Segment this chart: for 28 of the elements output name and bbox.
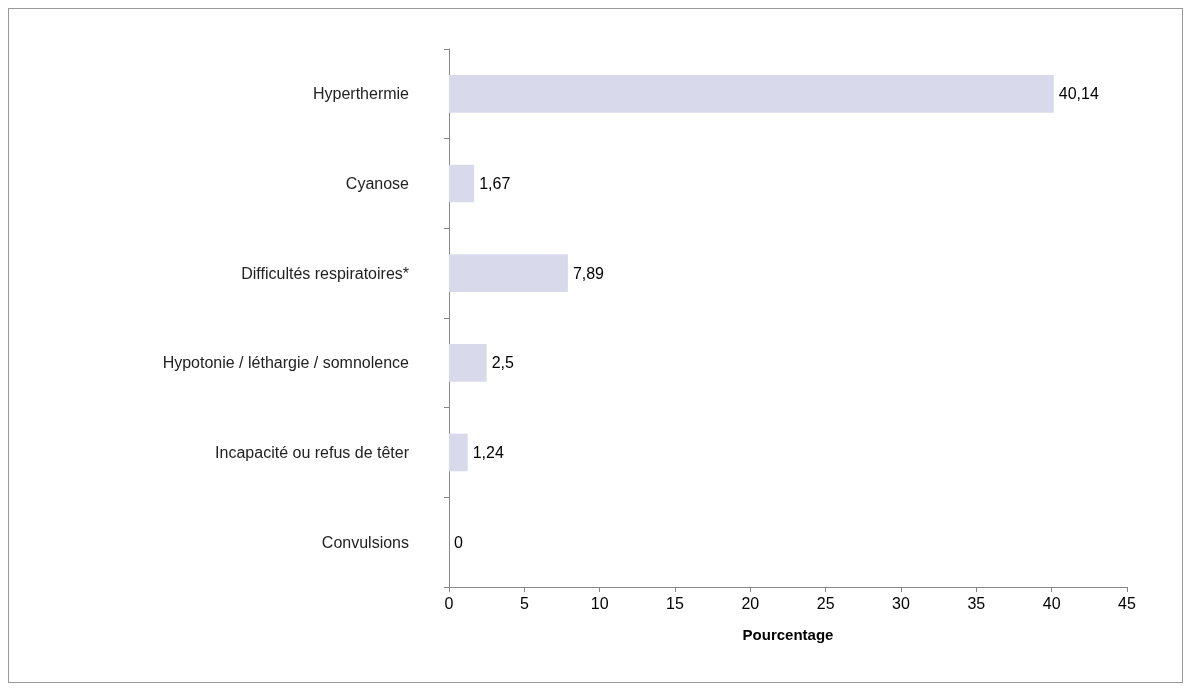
bar — [449, 75, 1054, 113]
x-axis-title: Pourcentage — [742, 626, 834, 643]
y-tick-label: Incapacité ou refus de têter — [215, 444, 410, 461]
bar — [449, 254, 568, 292]
y-tick-label: Difficultés respiratoires* — [241, 264, 409, 282]
bar — [449, 344, 487, 382]
x-tick-label: 40 — [1042, 594, 1061, 612]
x-tick-label: 20 — [741, 594, 760, 612]
y-tick-label: Hyperthermie — [312, 85, 410, 103]
data-label: 1,67 — [479, 175, 511, 192]
bar — [449, 164, 475, 203]
x-tick-label: 25 — [816, 594, 835, 612]
data-label: 40,14 — [1058, 85, 1099, 103]
x-tick-label: 15 — [666, 594, 684, 612]
y-tick-label: Hypotonie / léthargie / somnolence — [162, 354, 410, 372]
x-tick-label: 0 — [444, 594, 454, 612]
x-tick-label: 35 — [967, 594, 986, 612]
x-tick-label: 45 — [1118, 594, 1136, 612]
x-tick-label: 30 — [892, 594, 910, 612]
y-tick-label: Convulsions — [321, 533, 409, 551]
data-label: 7,89 — [572, 264, 605, 282]
data-label: 2,5 — [491, 354, 515, 372]
bar — [449, 433, 468, 472]
y-tick-label: Cyanose — [345, 175, 410, 192]
data-label: 1,24 — [472, 444, 504, 461]
x-tick-label: 5 — [519, 594, 529, 612]
x-tick-label: 10 — [590, 594, 609, 612]
data-label: 0 — [454, 533, 463, 551]
